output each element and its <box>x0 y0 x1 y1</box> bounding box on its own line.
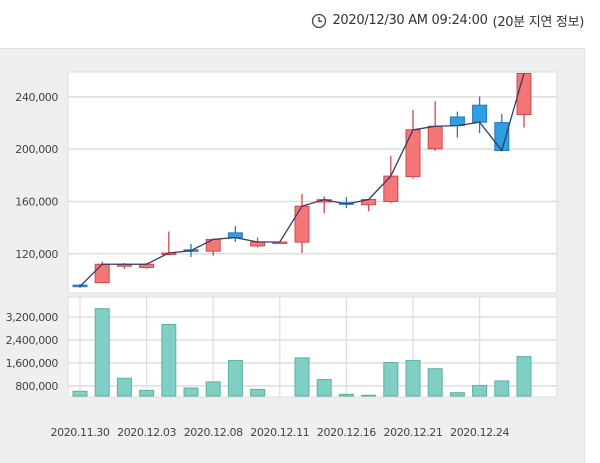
candle-body <box>427 125 443 150</box>
date-tick-label: 2020.11.30 <box>51 426 110 439</box>
volume-bar <box>405 360 421 397</box>
price-tick-label: 240,000 <box>15 91 58 104</box>
date-tick-label: 2020.12.08 <box>184 426 243 439</box>
close-price-line <box>79 73 525 287</box>
volume-bar <box>116 377 132 397</box>
volume-tick-label: 1,600,000 <box>6 357 59 370</box>
volume-bar <box>472 384 488 397</box>
date-tick-label: 2020.12.24 <box>450 426 509 439</box>
volume-bar <box>139 389 155 397</box>
date-tick-label: 2020.12.21 <box>384 426 443 439</box>
volume-tick-label: 800,000 <box>15 380 58 393</box>
date-tick-label: 2020.12.16 <box>317 426 376 439</box>
candle-body <box>494 122 510 151</box>
candle-body <box>516 72 532 115</box>
volume-bar <box>94 308 110 397</box>
candle-body <box>227 232 243 239</box>
delay-note: (20분 지연 정보) <box>492 15 585 30</box>
price-tick-label: 120,000 <box>15 248 58 261</box>
volume-bar <box>516 356 532 397</box>
candle <box>405 109 421 179</box>
price-tick-label: 200,000 <box>15 143 58 156</box>
timestamp-text: 2020/12/30 AM 09:24:00 <box>332 13 488 28</box>
candle-body <box>94 263 110 284</box>
timestamp-header: 2020/12/30 AM 09:24:00 (20분 지연 정보) <box>311 11 584 30</box>
volume-bar <box>205 381 221 397</box>
clock-icon <box>312 13 327 28</box>
volume-tick-label: 2,400,000 <box>6 334 59 347</box>
volume-bar <box>250 388 266 397</box>
volume-bar <box>361 394 377 397</box>
volume-bar <box>316 379 332 397</box>
candle-body <box>294 205 310 243</box>
price-tick-label: 160,000 <box>15 195 58 208</box>
volume-bar <box>449 392 465 397</box>
volume-bar <box>383 362 399 397</box>
volume-bar <box>72 390 88 397</box>
volume-bar <box>161 323 177 397</box>
candle <box>494 113 510 151</box>
candle-body <box>383 175 399 202</box>
volume-bar <box>183 387 199 397</box>
date-tick-label: 2020.12.11 <box>250 426 309 439</box>
volume-bar <box>494 380 510 397</box>
volume-bar <box>427 368 443 397</box>
volume-plot-area <box>67 296 558 398</box>
volume-tick-label: 3,200,000 <box>6 311 59 324</box>
candle-body <box>405 129 421 178</box>
date-tick-label: 2020.12.03 <box>117 426 176 439</box>
candle-body <box>472 104 488 123</box>
volume-bar <box>294 357 310 397</box>
volume-bar <box>338 393 354 397</box>
candle <box>472 96 488 134</box>
volume-bar <box>227 360 243 397</box>
